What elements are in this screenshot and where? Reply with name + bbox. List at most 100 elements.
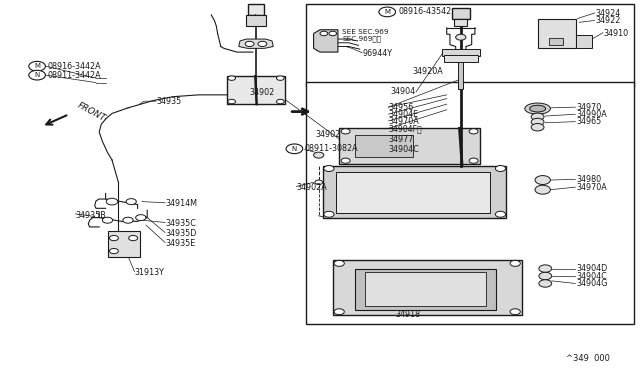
Circle shape [314,152,324,158]
Bar [323,166,506,218]
Text: N: N [292,146,297,152]
Bar [452,8,470,19]
Circle shape [334,260,344,266]
Text: SEC.969参照: SEC.969参照 [342,35,381,42]
Polygon shape [314,30,338,52]
Ellipse shape [530,105,545,112]
Text: 34980: 34980 [576,175,601,184]
Text: 34935B: 34935B [76,211,106,219]
Circle shape [510,309,520,315]
Circle shape [129,235,138,241]
Circle shape [102,217,113,223]
Bar [444,55,478,62]
Text: 08911-3442A: 08911-3442A [48,71,102,80]
Circle shape [535,185,550,194]
Circle shape [510,260,520,266]
Polygon shape [239,39,273,48]
Circle shape [341,158,350,163]
Circle shape [531,118,544,126]
Circle shape [531,124,544,131]
Text: 34902: 34902 [250,88,275,97]
Ellipse shape [525,103,550,114]
Circle shape [324,211,334,217]
Circle shape [109,248,118,254]
Text: 08916-43542: 08916-43542 [398,7,451,16]
Text: 34956: 34956 [388,103,413,112]
Bar [355,269,496,310]
Text: 34977: 34977 [388,135,414,144]
Text: SEE SEC.969: SEE SEC.969 [342,29,389,35]
Bar [442,49,480,56]
Text: M: M [384,9,390,15]
Circle shape [106,198,118,205]
Circle shape [469,129,478,134]
Circle shape [136,215,146,221]
Circle shape [320,31,328,36]
Text: 34918: 34918 [396,310,420,319]
Circle shape [258,41,267,46]
Circle shape [109,235,118,241]
Circle shape [245,41,254,46]
Bar [333,260,522,315]
Text: 34935C: 34935C [165,219,196,228]
Bar [538,19,576,48]
Circle shape [495,166,506,171]
Bar [365,272,486,306]
Circle shape [456,34,466,40]
Polygon shape [246,15,266,26]
Circle shape [315,180,323,185]
Text: 08911-3082A: 08911-3082A [305,144,358,153]
Bar [108,231,140,257]
Circle shape [379,7,396,17]
Text: 34970A: 34970A [388,117,419,126]
Text: 34965: 34965 [576,117,601,126]
Text: 34904C: 34904C [388,145,419,154]
Bar [306,82,634,324]
Text: 08916-3442A: 08916-3442A [48,62,102,71]
Text: 34902A: 34902A [296,183,327,192]
Bar [227,76,285,104]
Text: 34990A: 34990A [576,110,607,119]
Bar [336,172,490,213]
Circle shape [276,99,284,104]
Bar [458,62,463,89]
Bar [355,135,413,157]
Text: 34920A: 34920A [413,67,444,76]
Text: 34904E: 34904E [388,110,419,119]
Circle shape [286,144,303,154]
Circle shape [539,280,552,287]
Circle shape [29,70,45,80]
Bar [339,128,480,164]
Circle shape [324,166,334,171]
Text: 34914M: 34914M [165,199,197,208]
Text: 34922: 34922 [595,16,621,25]
Bar [248,4,264,15]
Circle shape [495,211,506,217]
Text: N: N [35,72,40,78]
Text: 96944Y: 96944Y [362,49,392,58]
Text: 34924: 34924 [595,9,620,17]
Text: 31913Y: 31913Y [134,268,164,277]
Text: 34935: 34935 [156,97,181,106]
Circle shape [29,61,45,71]
Circle shape [341,129,350,134]
Circle shape [126,199,136,205]
Circle shape [329,31,337,36]
Text: ^349  000: ^349 000 [566,355,611,363]
Circle shape [531,113,544,121]
Bar [306,4,634,86]
Circle shape [539,265,552,272]
Bar [454,19,467,26]
Circle shape [228,99,236,104]
Bar [549,38,563,45]
Text: 34902: 34902 [316,130,340,139]
Text: FRONT: FRONT [76,100,107,123]
Circle shape [276,76,284,80]
Text: 34910: 34910 [604,29,628,38]
Circle shape [123,217,133,223]
Text: 34970: 34970 [576,103,601,112]
Circle shape [539,272,552,280]
Circle shape [334,309,344,315]
Text: M: M [34,63,40,69]
Circle shape [469,158,478,163]
